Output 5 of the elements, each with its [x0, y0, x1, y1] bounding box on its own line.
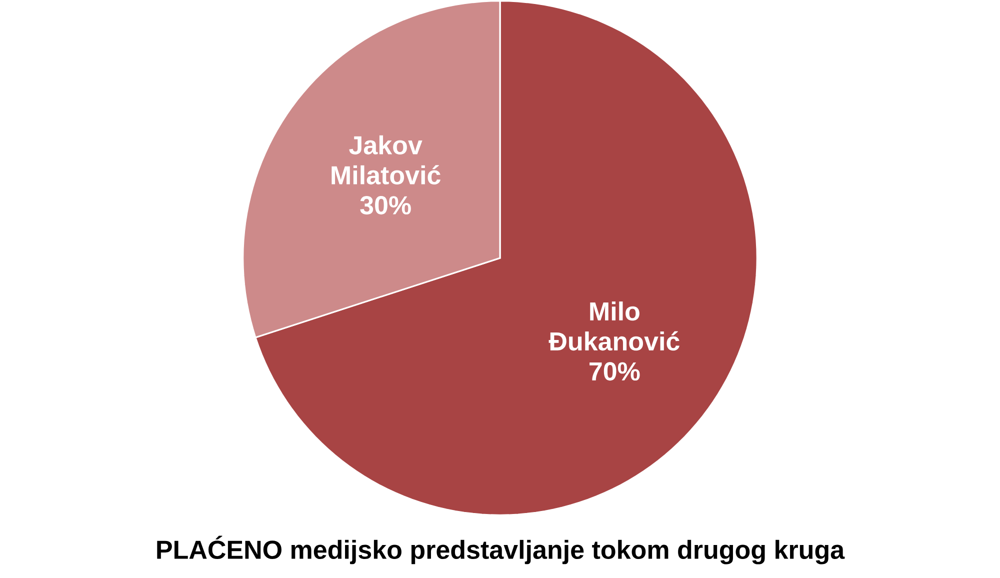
text: PLAĆENO medijsko predstavljanje tokom drugog kruga [157, 536, 845, 564]
data-label: 30% [360, 196, 411, 214]
slice-label: Milo Đukanović [548, 301, 680, 351]
slice-label: Jakov Milatović [332, 135, 440, 184]
data-label: 70% [590, 362, 640, 381]
